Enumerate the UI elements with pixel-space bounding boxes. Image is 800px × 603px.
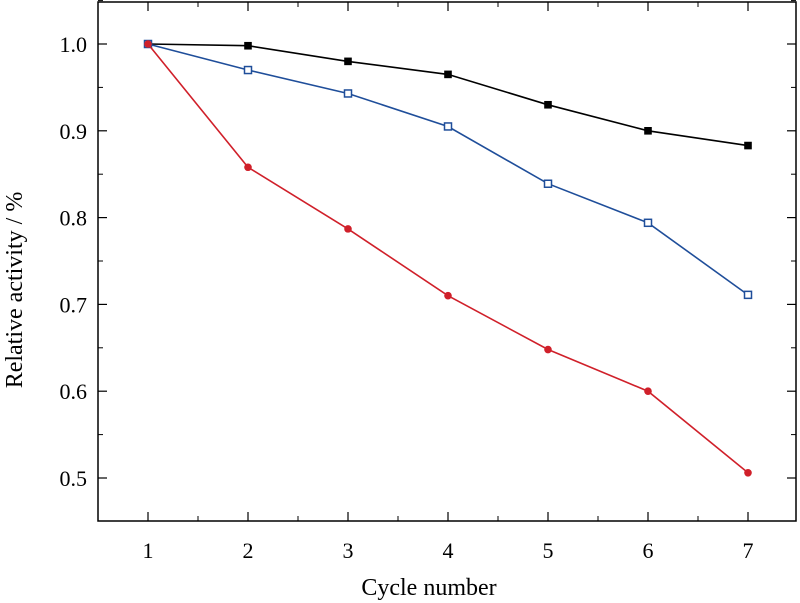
series-layer: [143, 39, 753, 477]
series-1-point: [644, 127, 652, 135]
series-3-point: [744, 468, 752, 477]
y-tick-label: 0.5: [60, 466, 88, 491]
series-1-point: [544, 100, 552, 109]
x-axis-title: Cycle number: [361, 575, 496, 601]
x-tick-label: 7: [743, 538, 754, 563]
series-3-point: [544, 345, 552, 354]
series-2-point: [443, 122, 453, 131]
y-tick-label: 0.7: [60, 292, 88, 317]
series-2-point: [243, 65, 253, 75]
series-1-point: [444, 70, 452, 79]
series-2-line: [147, 43, 749, 296]
series-3-point: [244, 163, 252, 172]
series-1-point: [744, 141, 752, 150]
x-axis-ticks: 1 2 3 4 5 6 7: [143, 2, 754, 563]
series-1-point: [344, 57, 352, 66]
series-1-point: [244, 41, 252, 50]
plot-frame: [97, 1, 797, 522]
y-tick-label: 0.9: [60, 119, 88, 144]
y-tick-label: 0.8: [60, 206, 88, 231]
x-tick-label: 5: [543, 538, 554, 563]
y-tick-label: 1.0: [60, 32, 88, 57]
series-3-point: [444, 291, 452, 300]
series-2-point: [343, 89, 353, 98]
x-tick-label: 3: [343, 538, 354, 563]
x-tick-label: 6: [643, 538, 654, 563]
series-3-point: [344, 225, 352, 233]
series-2-point: [743, 290, 753, 300]
y-axis-ticks: 0.5 0.6 0.7 0.8 0.9 1.0: [60, 0, 796, 491]
x-tick-label: 4: [443, 538, 454, 563]
series-2-point: [543, 179, 553, 188]
y-axis-title: Relative activity / %: [2, 192, 28, 389]
x-tick-label: 1: [143, 538, 154, 563]
series-2-point: [643, 218, 653, 228]
y-tick-label: 0.6: [60, 379, 88, 404]
x-tick-label: 2: [243, 538, 254, 563]
series-3-line: [147, 43, 749, 474]
series-3-point: [144, 40, 152, 48]
series-3-point: [644, 387, 652, 396]
